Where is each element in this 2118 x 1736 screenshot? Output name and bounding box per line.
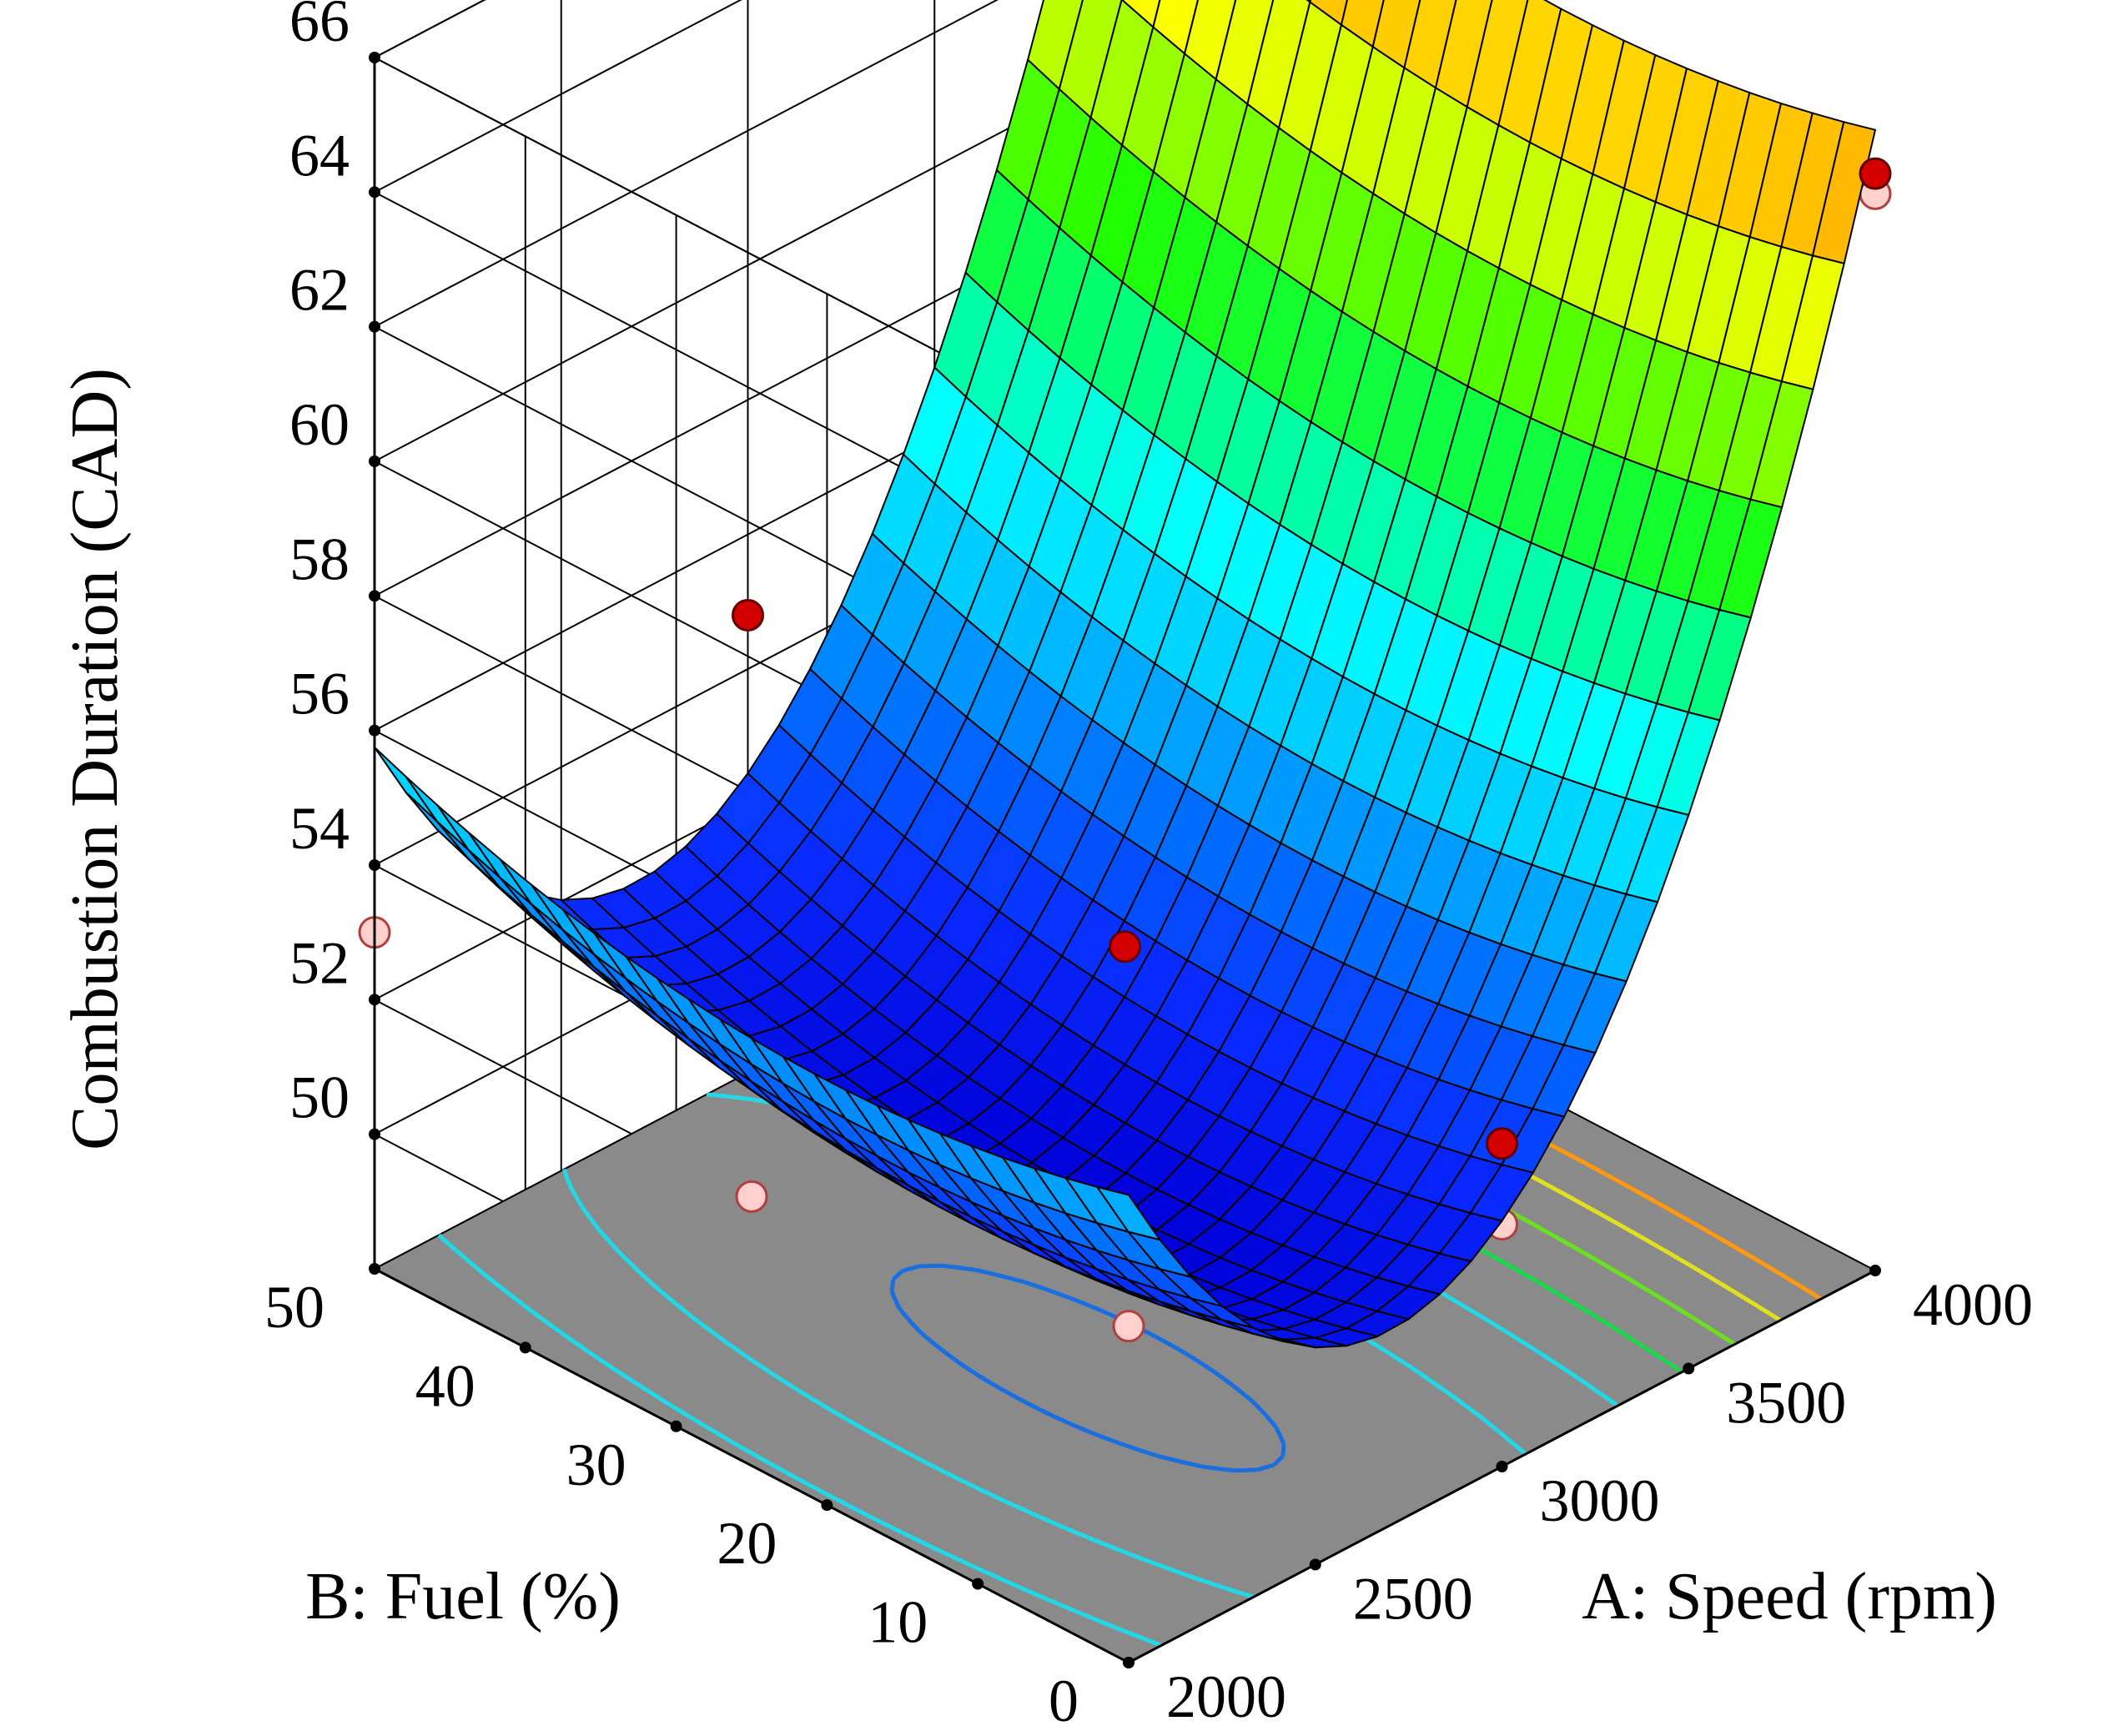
y-axis-line <box>374 1267 1129 1664</box>
x-tick-mark <box>1496 1461 1508 1472</box>
response-surface <box>374 0 1876 1349</box>
contour-line <box>889 1263 1286 1473</box>
z-tick-label: 52 <box>289 929 350 996</box>
z-axis-title: Combustion Duration (CAD) <box>58 368 132 1150</box>
y-tick-label: 40 <box>415 1352 475 1419</box>
y-tick-label: 50 <box>264 1274 324 1341</box>
y-axis-title: B: Fuel (%) <box>305 1560 621 1633</box>
x-tick-mark <box>1869 1265 1881 1276</box>
z-tick-mark <box>369 186 380 199</box>
y-tick-mark <box>972 1577 984 1590</box>
y-tick-mark <box>519 1341 531 1354</box>
surface-cell <box>1096 1185 1161 1241</box>
z-tick-mark <box>369 320 380 333</box>
y-tick-label: 0 <box>1049 1668 1079 1734</box>
design-points-above <box>732 157 1892 1160</box>
x-tick-label: 2000 <box>1166 1663 1286 1730</box>
x-tick-label: 3000 <box>1540 1467 1660 1534</box>
x-axis-title: A: Speed (rpm) <box>1582 1560 1997 1633</box>
z-tick-label: 66 <box>289 0 350 54</box>
design-point <box>1486 1127 1518 1160</box>
x-tick-mark <box>1309 1558 1321 1571</box>
z-tick-label: 60 <box>289 391 350 458</box>
design-point <box>1112 1310 1145 1343</box>
z-tick-label: 58 <box>289 526 350 592</box>
x-tick-label: 4000 <box>1913 1271 2033 1338</box>
z-tick-mark <box>369 1128 380 1140</box>
chart-axes: 50 52 54 56 58 60 62 64 66 2000 2500 3000 3500 4000 0 1… <box>264 0 2033 1734</box>
y-tick-mark <box>670 1420 682 1432</box>
design-point <box>732 598 764 632</box>
y-tick-label: 20 <box>717 1510 777 1577</box>
z-tick-label: 64 <box>289 122 350 189</box>
z-tick-label: 62 <box>289 257 350 324</box>
z-tick-mark <box>369 724 380 737</box>
surface-cell <box>405 776 470 851</box>
y-tick-mark <box>369 1263 380 1275</box>
z-tick-mark <box>369 455 380 467</box>
design-point <box>735 1180 768 1213</box>
z-tick-label: 54 <box>289 795 350 862</box>
z-tick-label: 56 <box>289 661 350 727</box>
design-point <box>1859 157 1892 190</box>
y-tick-mark <box>821 1499 833 1512</box>
x-tick-label: 2500 <box>1353 1566 1473 1633</box>
z-tick-mark <box>369 590 380 602</box>
y-tick-label: 10 <box>868 1589 928 1656</box>
wall-grid-line <box>374 0 742 194</box>
x-tick-label: 3500 <box>1726 1370 1846 1437</box>
z-tick-mark <box>369 994 380 1006</box>
x-tick-mark <box>1683 1362 1695 1375</box>
z-tick-mark <box>369 52 380 63</box>
z-tick-label: 50 <box>289 1064 350 1131</box>
z-tick-mark <box>369 859 380 871</box>
y-tick-mark <box>1123 1657 1134 1668</box>
y-tick-label: 30 <box>566 1432 626 1498</box>
design-point <box>1109 930 1141 964</box>
